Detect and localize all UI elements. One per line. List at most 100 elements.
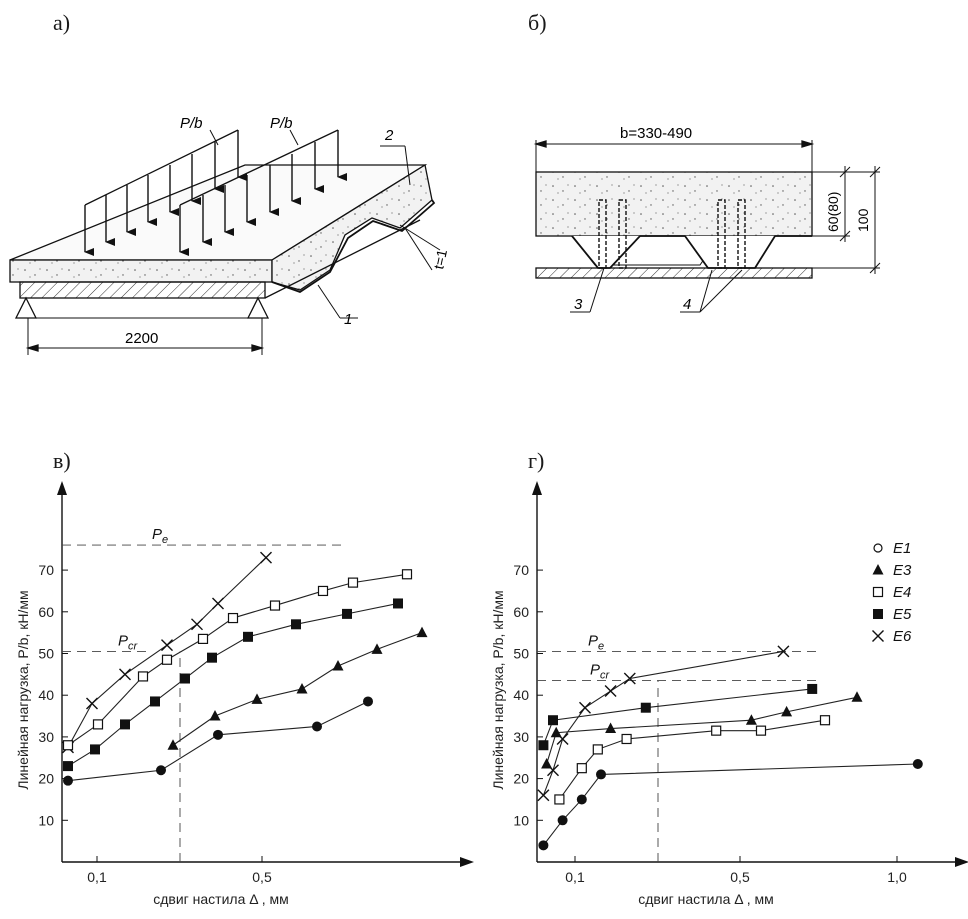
y-tick-label: 60 <box>38 604 54 620</box>
point-e5 <box>640 702 651 713</box>
x-tick-label: 0,1 <box>87 869 107 885</box>
span-dimension: 2200 <box>125 330 158 347</box>
y-tick-label: 50 <box>38 646 54 662</box>
x-axis-label: сдвиг настила Δ , мм <box>638 891 774 907</box>
x-axis-arrow <box>460 857 474 867</box>
point-e1 <box>213 729 223 740</box>
y-axis-arrow <box>57 481 67 495</box>
y-axis-label: Линейная нагрузка, P/b, кН/мм <box>15 590 31 789</box>
point-e5 <box>548 715 558 726</box>
point-e4 <box>401 569 413 580</box>
series-line-e4 <box>558 719 826 800</box>
point-e4 <box>592 744 603 755</box>
point-e5 <box>538 740 549 751</box>
point-e6 <box>161 639 173 652</box>
point-e1 <box>63 775 73 786</box>
y-tick-label: 30 <box>38 729 54 745</box>
point-e4 <box>621 733 632 745</box>
panel-label-b: б) <box>528 10 547 35</box>
y-tick-label: 40 <box>513 687 529 703</box>
point-e4 <box>137 671 149 682</box>
x-tick-label: 0,1 <box>565 869 585 885</box>
legend-label-e6: E6 <box>893 628 912 645</box>
point-e5 <box>90 744 100 755</box>
legend-marker-e4 <box>872 586 884 598</box>
point-e3 <box>371 643 383 654</box>
point-e6 <box>86 697 98 710</box>
point-e4 <box>62 740 74 751</box>
point-e4 <box>227 612 239 624</box>
y-axis-arrow <box>532 481 542 495</box>
x-tick-label: 0,5 <box>730 869 750 885</box>
ref-label-pe: Pe <box>152 526 168 546</box>
point-e5 <box>807 683 818 694</box>
series-line-e5 <box>67 602 399 767</box>
y-tick-label: 70 <box>38 562 54 578</box>
point-e3 <box>781 705 793 717</box>
point-e6 <box>119 668 131 681</box>
series-line-e5 <box>542 688 813 746</box>
panel-label-g: г) <box>528 448 545 473</box>
point-e5 <box>180 673 190 684</box>
x-tick-label: 1,0 <box>887 869 907 885</box>
legend-marker-e5 <box>873 609 883 619</box>
point-e4 <box>269 600 281 611</box>
point-e3 <box>605 722 617 734</box>
legend-label-e1: E1 <box>893 540 911 557</box>
point-e4 <box>347 577 359 588</box>
point-e1 <box>912 759 923 770</box>
panel-label-v: в) <box>53 448 71 473</box>
callout-1: 1 <box>344 311 352 328</box>
point-e3 <box>209 710 221 721</box>
x-axis-label: сдвиг настила Δ , мм <box>153 891 289 907</box>
dim-t: t=1 <box>430 248 450 271</box>
diagrams-svg: P/b P/b 2 1 t=1 2200 <box>9 115 881 355</box>
legend-marker-e1 <box>873 543 883 553</box>
panel-label-a: а) <box>53 10 71 35</box>
y-tick-label: 10 <box>513 812 529 828</box>
point-e3 <box>550 726 562 738</box>
x-tick-label: 0,5 <box>252 869 272 885</box>
point-e5 <box>150 696 160 707</box>
point-e4 <box>819 715 831 726</box>
point-e6 <box>212 597 224 610</box>
slab-isometric-diagram <box>9 129 441 355</box>
y-tick-label: 20 <box>513 771 529 787</box>
point-e3 <box>296 682 308 694</box>
legend-label-e4: E4 <box>893 584 911 601</box>
point-e4 <box>554 794 565 805</box>
y-tick-label: 20 <box>38 771 54 787</box>
point-e1 <box>156 765 166 776</box>
point-e3 <box>416 626 428 638</box>
ref-label-pe: Pe <box>588 632 604 652</box>
series-line-e4 <box>67 573 408 746</box>
load-label-2: P/b <box>270 115 293 132</box>
point-e6 <box>777 645 790 658</box>
point-e3 <box>745 714 757 725</box>
point-e5 <box>291 619 301 630</box>
y-tick-label: 60 <box>513 604 529 620</box>
point-e1 <box>363 696 373 707</box>
point-e5 <box>243 631 253 642</box>
point-e3 <box>251 693 263 704</box>
y-tick-label: 50 <box>513 646 529 662</box>
point-e4 <box>755 725 767 736</box>
callout-4: 4 <box>683 296 691 313</box>
point-e4 <box>197 633 209 645</box>
point-e3 <box>851 691 863 702</box>
ref-label-pcr: Pcr <box>118 632 139 652</box>
point-e3 <box>332 660 344 671</box>
legend-label-e3: E3 <box>893 562 912 579</box>
legend-marker-e6 <box>872 630 884 642</box>
legend-marker-e3 <box>872 564 884 575</box>
point-e6 <box>191 618 203 631</box>
cross-section-diagram <box>533 140 881 313</box>
point-e6 <box>623 672 636 685</box>
point-e6 <box>537 789 550 802</box>
point-e5 <box>120 719 130 730</box>
point-e1 <box>557 815 568 826</box>
y-tick-label: 70 <box>513 562 529 578</box>
point-e6 <box>579 701 591 714</box>
